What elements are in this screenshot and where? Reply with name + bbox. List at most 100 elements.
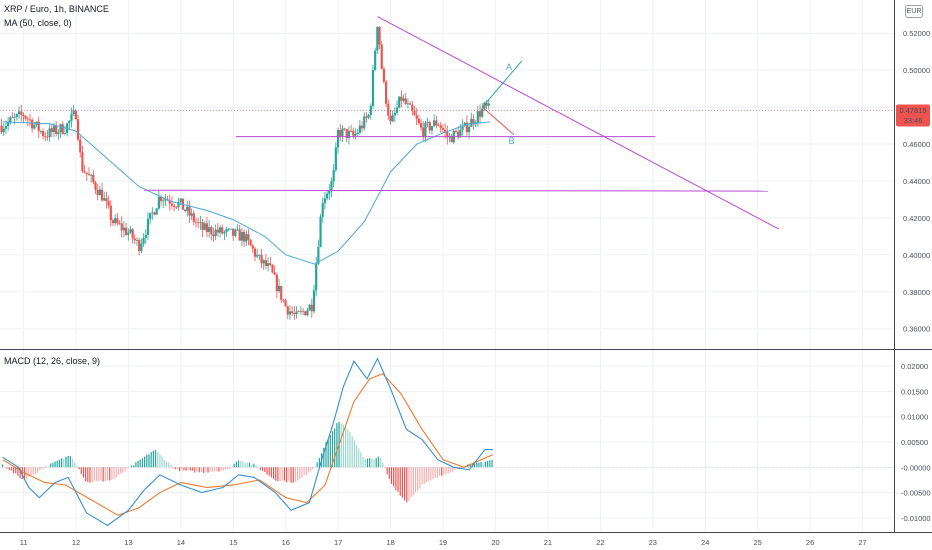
candle-body	[44, 136, 47, 137]
candle	[39, 129, 42, 135]
candle-body	[122, 227, 126, 231]
candle	[463, 122, 466, 128]
candle-body	[371, 69, 375, 106]
candle-body	[57, 132, 60, 134]
candle	[208, 220, 211, 238]
candle-body	[413, 110, 416, 116]
candle	[439, 122, 442, 133]
candle	[234, 228, 237, 238]
candle-body	[232, 228, 235, 236]
candle-body	[398, 96, 401, 108]
candle-body	[301, 310, 305, 312]
candle-body	[28, 119, 32, 121]
candle-body	[225, 229, 228, 232]
support-line	[144, 189, 769, 192]
candle-body	[168, 200, 171, 204]
candle-body	[468, 126, 471, 133]
candle-body	[275, 274, 278, 292]
time-tick-label: 15	[229, 538, 237, 547]
candle-body	[46, 136, 49, 138]
candle	[249, 239, 252, 246]
time-tick-label: 11	[20, 538, 28, 547]
candle	[111, 218, 115, 227]
candle	[125, 222, 128, 236]
candle	[59, 123, 62, 139]
candle	[149, 212, 152, 225]
candle-body	[402, 98, 405, 101]
candle	[297, 310, 300, 313]
candle	[465, 115, 469, 136]
candle-body	[478, 111, 482, 117]
candle-body	[81, 152, 84, 172]
candle-body	[48, 128, 51, 138]
macd-tick-label: 0.00500	[901, 438, 928, 447]
time-tick-label: 16	[282, 538, 290, 547]
price-tick-label: 0.42000	[903, 214, 930, 223]
candle-body	[55, 125, 58, 134]
candle-body	[339, 130, 342, 137]
candle-body	[483, 102, 486, 109]
candle-body	[369, 105, 372, 116]
candle	[146, 212, 150, 240]
candle	[94, 180, 97, 195]
candle-body	[334, 147, 337, 171]
candle-body	[39, 131, 42, 132]
candle-body	[376, 26, 379, 51]
candle-body	[345, 129, 348, 139]
candle	[55, 121, 58, 137]
candle	[365, 112, 368, 123]
candle	[190, 208, 193, 220]
candle	[273, 265, 276, 276]
candle-body	[33, 124, 36, 129]
candle	[81, 145, 84, 173]
candle-body	[326, 193, 329, 199]
candle	[214, 224, 217, 241]
candle	[46, 130, 49, 141]
macd-legend[interactable]: MACD (12, 26, close, 9)	[4, 356, 101, 366]
candle-body	[435, 120, 438, 126]
candle	[424, 120, 427, 143]
candle	[481, 103, 484, 118]
candle-body	[109, 205, 112, 221]
time-tick-label: 27	[858, 538, 866, 547]
candle-body	[430, 126, 434, 131]
macd-tick-label: 0.01000	[901, 413, 928, 422]
time-tick-label: 13	[124, 538, 132, 547]
candle	[7, 117, 10, 131]
candle-body	[378, 26, 381, 45]
candle	[251, 243, 254, 253]
candle	[79, 135, 82, 158]
candle-body	[323, 198, 327, 204]
candle	[50, 124, 53, 138]
candle	[454, 129, 458, 134]
candle-body	[419, 123, 423, 128]
candle	[242, 229, 246, 247]
candle	[291, 306, 294, 316]
candle	[153, 211, 156, 216]
candle	[354, 128, 357, 140]
time-tick-label: 18	[386, 538, 394, 547]
candle-body	[380, 44, 383, 69]
candle-body	[41, 131, 45, 137]
candle	[457, 126, 460, 140]
candle-body	[221, 227, 224, 234]
candle	[168, 194, 171, 211]
candle	[24, 115, 27, 121]
candle-body	[312, 290, 316, 312]
candle	[441, 124, 444, 134]
candle	[155, 207, 158, 215]
currency-button[interactable]: EUR	[905, 5, 923, 18]
candle-body	[454, 130, 458, 132]
candle-body	[92, 174, 95, 183]
candle	[411, 100, 414, 116]
price-tick-label: 0.50000	[903, 66, 930, 75]
candle-body	[282, 299, 285, 301]
ma-legend[interactable]: MA (50, close, 0)	[4, 18, 72, 28]
candle	[183, 208, 187, 213]
candle-body	[140, 243, 143, 252]
candle-body	[360, 125, 364, 129]
candle	[197, 217, 200, 229]
candle	[271, 263, 274, 274]
